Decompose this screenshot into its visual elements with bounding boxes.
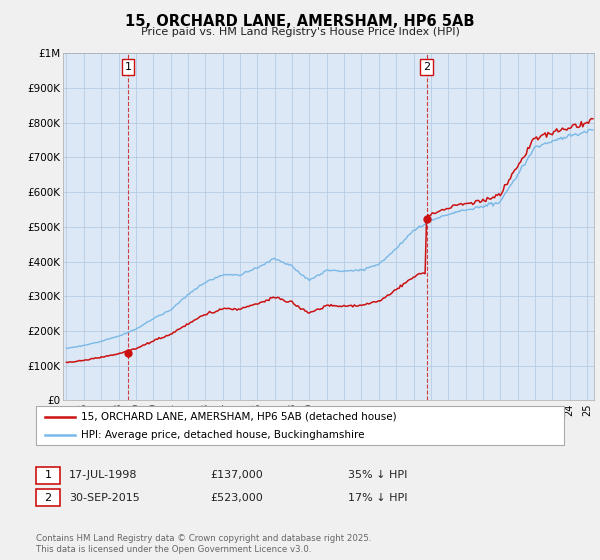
Text: HPI: Average price, detached house, Buckinghamshire: HPI: Average price, detached house, Buck… [81, 430, 365, 440]
Text: 2: 2 [44, 493, 52, 503]
Text: 1: 1 [44, 470, 52, 480]
Text: £523,000: £523,000 [210, 493, 263, 503]
Text: 17-JUL-1998: 17-JUL-1998 [69, 470, 137, 480]
Text: 30-SEP-2015: 30-SEP-2015 [69, 493, 140, 503]
Text: £137,000: £137,000 [210, 470, 263, 480]
Text: 2: 2 [423, 62, 430, 72]
Text: Contains HM Land Registry data © Crown copyright and database right 2025.
This d: Contains HM Land Registry data © Crown c… [36, 534, 371, 554]
Text: 1: 1 [124, 62, 131, 72]
Text: 35% ↓ HPI: 35% ↓ HPI [348, 470, 407, 480]
Text: 15, ORCHARD LANE, AMERSHAM, HP6 5AB (detached house): 15, ORCHARD LANE, AMERSHAM, HP6 5AB (det… [81, 412, 397, 422]
Text: Price paid vs. HM Land Registry's House Price Index (HPI): Price paid vs. HM Land Registry's House … [140, 27, 460, 37]
Text: 15, ORCHARD LANE, AMERSHAM, HP6 5AB: 15, ORCHARD LANE, AMERSHAM, HP6 5AB [125, 14, 475, 29]
Text: 17% ↓ HPI: 17% ↓ HPI [348, 493, 407, 503]
